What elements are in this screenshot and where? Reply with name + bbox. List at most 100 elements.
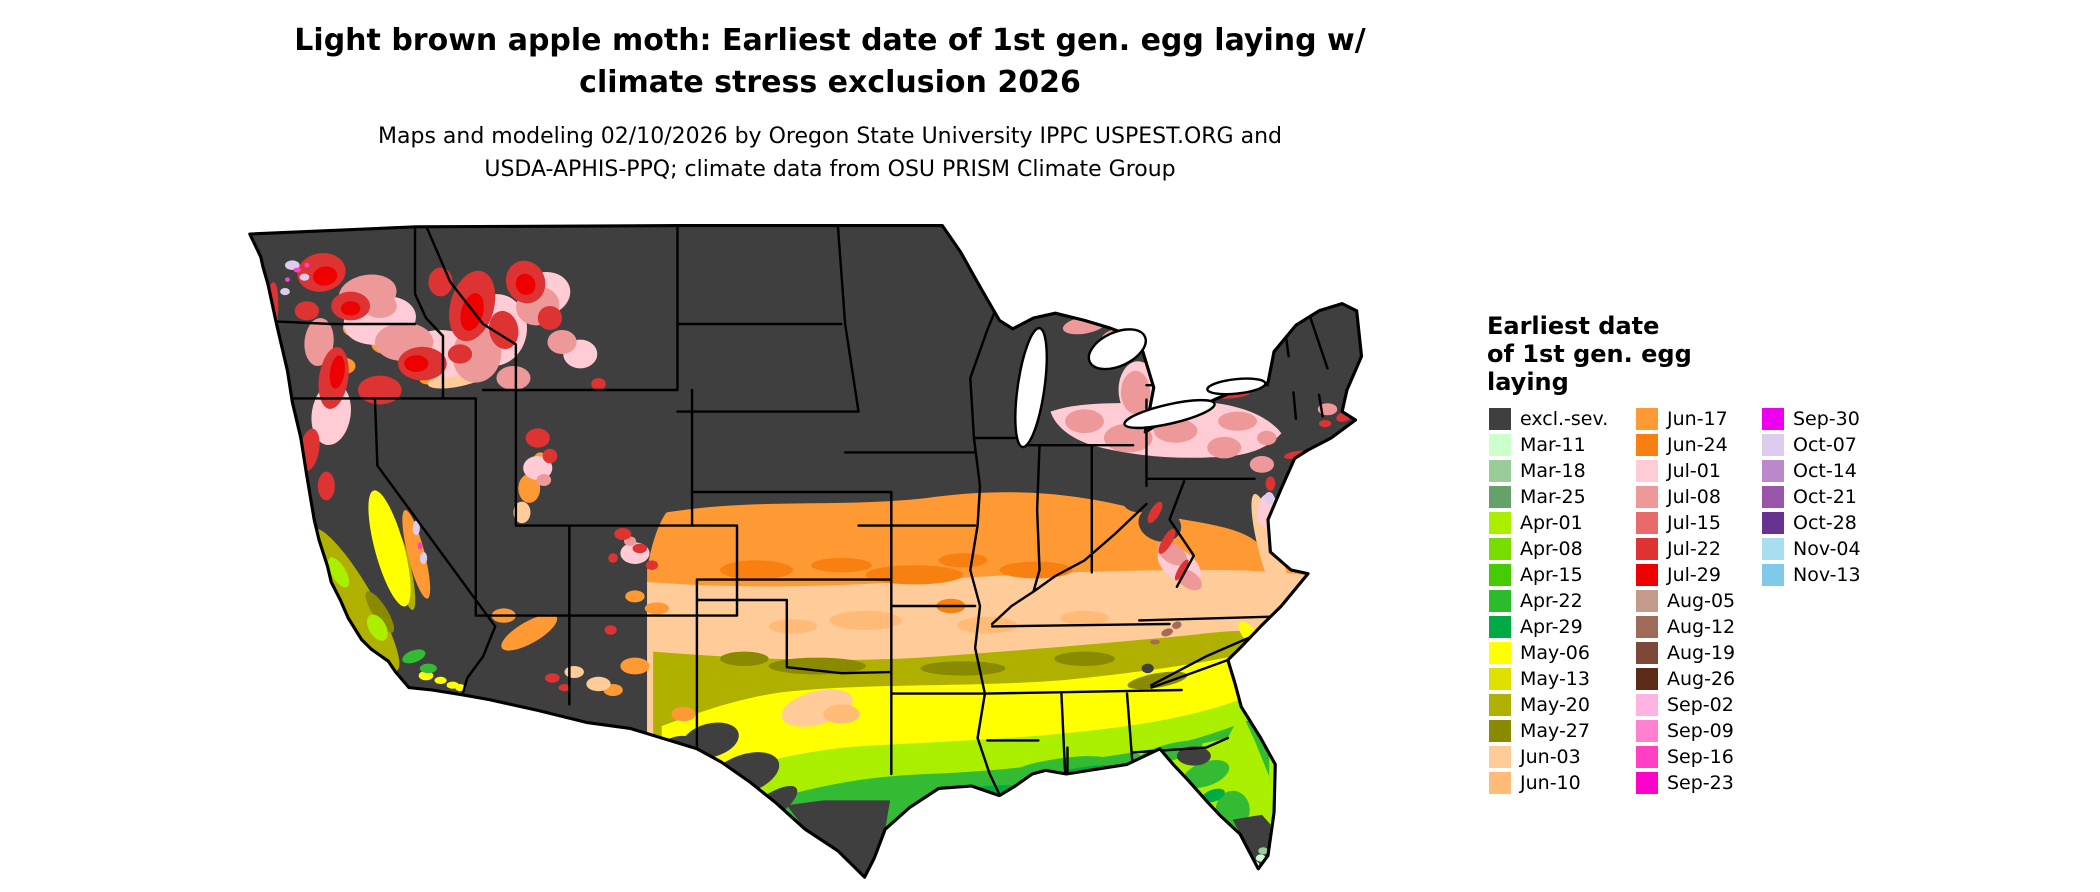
map-blob xyxy=(402,510,431,599)
map-blob xyxy=(1264,492,1275,504)
legend-title-line-3: laying xyxy=(1487,368,1569,397)
map-blob xyxy=(1172,621,1182,629)
legend-swatch xyxy=(1636,434,1658,456)
map-blob xyxy=(496,366,531,390)
map-blob xyxy=(1147,501,1163,524)
map-blob xyxy=(545,673,560,683)
legend-label: Jul-01 xyxy=(1667,460,1721,482)
map-blob xyxy=(1141,663,1154,674)
legend-item: Jul-29 xyxy=(1636,562,1735,588)
legend-label: Apr-22 xyxy=(1520,590,1583,612)
map-blob xyxy=(720,651,769,666)
legend-swatch xyxy=(1762,486,1784,508)
legend-item: Jun-17 xyxy=(1636,406,1735,432)
legend-label: Mar-25 xyxy=(1520,486,1586,508)
legend-label: Apr-01 xyxy=(1520,512,1583,534)
legend-swatch xyxy=(1489,434,1511,456)
legend-item: May-20 xyxy=(1489,692,1608,718)
legend-item: May-06 xyxy=(1489,640,1608,666)
map-blob xyxy=(536,474,552,486)
legend-swatch xyxy=(1636,408,1658,430)
map-blob xyxy=(586,676,611,692)
legend-swatch xyxy=(1636,694,1658,716)
lake-michigan xyxy=(1014,326,1048,449)
legend-swatch xyxy=(1489,616,1511,638)
legend-swatch xyxy=(1636,746,1658,768)
legend-label: Jun-24 xyxy=(1667,434,1728,456)
legend-swatch xyxy=(1762,512,1784,534)
map-blob xyxy=(1265,476,1276,491)
map-spots-olive-dark xyxy=(365,591,1188,690)
map-blob xyxy=(558,684,571,692)
map-blob xyxy=(1122,488,1157,513)
map-blob xyxy=(537,306,563,330)
legend-swatch xyxy=(1636,642,1658,664)
legend-item: Apr-22 xyxy=(1489,588,1608,614)
map-spots-yellow-green xyxy=(327,557,388,641)
legend-label: May-06 xyxy=(1520,642,1590,664)
legend-label: Sep-23 xyxy=(1667,772,1734,794)
map-blob xyxy=(329,355,345,389)
map-blob xyxy=(367,614,388,641)
map-blob xyxy=(604,625,617,635)
lake-erie xyxy=(1123,398,1216,430)
legend-swatch xyxy=(1636,460,1658,482)
map-blob xyxy=(525,428,550,448)
map-blob xyxy=(1065,409,1104,434)
legend-item: Sep-09 xyxy=(1636,718,1735,744)
map-blob xyxy=(285,260,300,270)
map-blob xyxy=(304,262,310,268)
map-blob xyxy=(1120,370,1151,414)
legend-item: Apr-15 xyxy=(1489,562,1608,588)
map-blob xyxy=(501,614,558,651)
map-blob xyxy=(811,558,872,573)
legend-item: Apr-08 xyxy=(1489,536,1608,562)
map-blob xyxy=(1161,628,1173,637)
map-blob xyxy=(404,355,429,372)
legend-swatch xyxy=(1489,538,1511,560)
legend-item: Oct-28 xyxy=(1762,510,1861,536)
map-blob xyxy=(327,557,350,588)
legend-swatch xyxy=(1636,616,1658,638)
state-borders xyxy=(249,225,1329,796)
map-blob xyxy=(608,553,618,563)
map-spots-pale-green xyxy=(1223,854,1266,875)
legend-item: Nov-04 xyxy=(1762,536,1861,562)
legend-item: Mar-11 xyxy=(1489,432,1608,458)
map-blob xyxy=(644,602,669,615)
legend-item: May-27 xyxy=(1489,718,1608,744)
legend-label: Nov-13 xyxy=(1793,564,1861,586)
legend-swatch xyxy=(1762,434,1784,456)
legend-swatch xyxy=(1489,642,1511,664)
map-blob xyxy=(1182,760,1230,788)
map-blob xyxy=(632,543,648,554)
legend-label: Mar-11 xyxy=(1520,434,1586,456)
legend-item: Oct-07 xyxy=(1762,432,1861,458)
legend-label: Jul-22 xyxy=(1667,538,1721,560)
map-blob xyxy=(920,661,1006,676)
legend-item: May-13 xyxy=(1489,666,1608,692)
legend-swatch xyxy=(1489,746,1511,768)
map-blob xyxy=(1258,847,1268,855)
map-blob xyxy=(865,565,963,585)
legend-label: Nov-04 xyxy=(1793,538,1861,560)
legend-item: Sep-02 xyxy=(1636,692,1735,718)
map-blob xyxy=(829,610,903,630)
map-blob xyxy=(1242,865,1250,870)
legend-swatch xyxy=(1636,668,1658,690)
legend-label: excl.-sev. xyxy=(1520,408,1609,430)
lake-huron xyxy=(1087,328,1147,371)
legend-swatch xyxy=(1489,694,1511,716)
map-blob xyxy=(768,619,818,634)
legend-swatch xyxy=(1489,668,1511,690)
legend-swatch xyxy=(1489,408,1511,430)
map-blob xyxy=(547,330,577,354)
title-line-2: climate stress exclusion 2026 xyxy=(579,65,1081,100)
legend-item: Sep-23 xyxy=(1636,770,1735,796)
legend-swatch xyxy=(1636,590,1658,612)
legend-label: Jul-08 xyxy=(1667,486,1721,508)
map-blob xyxy=(823,704,860,724)
map-blob xyxy=(368,490,411,607)
legend-item: Oct-21 xyxy=(1762,484,1861,510)
legend-label: Aug-05 xyxy=(1667,590,1736,612)
